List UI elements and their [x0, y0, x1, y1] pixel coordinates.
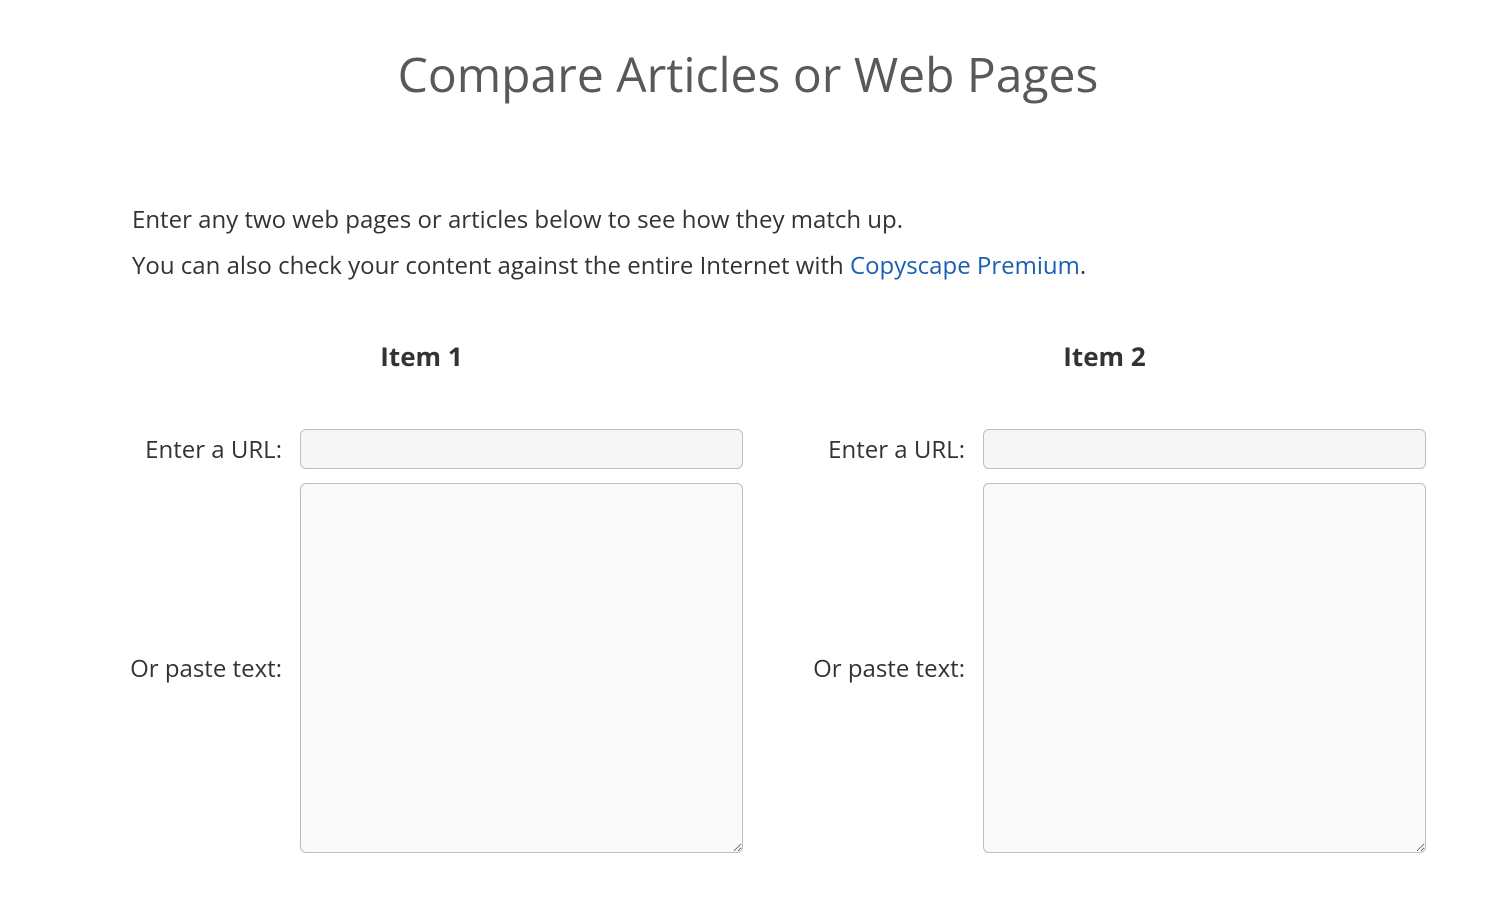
intro-line1: Enter any two web pages or articles belo… — [132, 203, 903, 236]
items-container: Item 1 Enter a URL: Or paste text: Item … — [60, 338, 1436, 867]
item-2-text-row: Or paste text: — [783, 483, 1426, 853]
copyscape-premium-link[interactable]: Copyscape Premium — [850, 249, 1080, 282]
item-1-text-row: Or paste text: — [100, 483, 743, 853]
item-1-url-row: Enter a URL: — [100, 429, 743, 469]
intro-line2-suffix: . — [1080, 249, 1086, 282]
item-2-text-input[interactable] — [983, 483, 1426, 853]
page-title: Compare Articles or Web Pages — [60, 42, 1436, 107]
item-2-url-row: Enter a URL: — [783, 429, 1426, 469]
item-2-text-label: Or paste text: — [783, 652, 983, 685]
intro-line2-prefix: You can also check your content against … — [132, 249, 850, 282]
item-1-url-input[interactable] — [300, 429, 743, 469]
item-2-column: Item 2 Enter a URL: Or paste text: — [783, 338, 1426, 867]
item-1-text-label: Or paste text: — [100, 652, 300, 685]
item-2-url-input[interactable] — [983, 429, 1426, 469]
intro-text: Enter any two web pages or articles belo… — [132, 197, 1376, 288]
item-1-text-input[interactable] — [300, 483, 743, 853]
item-1-heading: Item 1 — [100, 338, 743, 374]
item-1-url-label: Enter a URL: — [100, 433, 300, 466]
item-2-url-label: Enter a URL: — [783, 433, 983, 466]
item-2-heading: Item 2 — [783, 338, 1426, 374]
item-1-column: Item 1 Enter a URL: Or paste text: — [100, 338, 743, 867]
